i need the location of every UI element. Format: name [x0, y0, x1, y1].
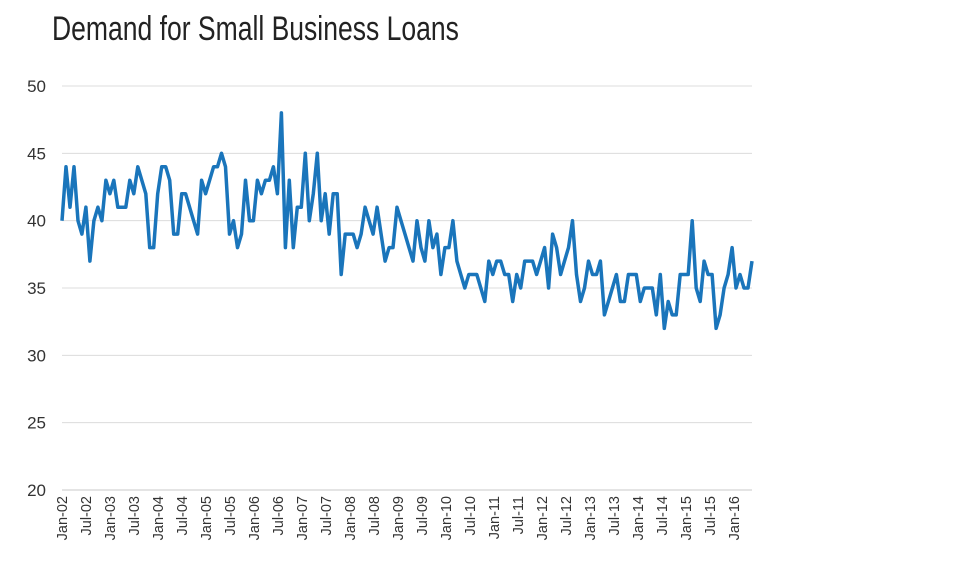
x-tick-label: Jul-15: [703, 496, 719, 536]
x-tick-label: Jul-03: [127, 496, 143, 536]
x-tick-label: Jul-14: [655, 496, 671, 536]
x-tick-label: Jan-09: [391, 496, 407, 540]
x-tick-label: Jan-10: [439, 496, 455, 540]
y-tick-label: 25: [27, 414, 46, 433]
y-tick-label: 30: [27, 346, 46, 365]
x-tick-label: Jul-02: [79, 496, 95, 536]
x-tick-label: Jul-04: [175, 496, 191, 536]
x-tick-label: Jan-07: [295, 496, 311, 540]
x-tick-label: Jan-13: [583, 496, 599, 540]
x-tick-label: Jul-13: [607, 496, 623, 536]
x-tick-label: Jan-12: [535, 496, 551, 540]
x-tick-label: Jan-02: [55, 496, 71, 540]
x-tick-label: Jul-05: [223, 496, 239, 536]
x-tick-label: Jan-08: [343, 496, 359, 540]
y-tick-label: 45: [27, 144, 46, 163]
y-tick-label: 40: [27, 212, 46, 231]
x-tick-label: Jan-11: [487, 496, 503, 539]
x-tick-label: Jan-04: [151, 496, 167, 540]
series-line: [60, 111, 754, 331]
x-tick-label: Jul-12: [559, 496, 575, 536]
y-tick-label: 20: [27, 481, 46, 500]
x-tick-label: Jul-09: [415, 496, 431, 536]
chart-title: Demand for Small Business Loans: [52, 10, 459, 48]
x-tick-label: Jan-14: [631, 496, 647, 540]
y-tick-label: 50: [27, 77, 46, 96]
x-tick-label: Jan-06: [247, 496, 263, 540]
x-tick-label: Jul-11: [511, 496, 527, 534]
x-tick-label: Jul-08: [367, 496, 383, 536]
x-tick-label: Jul-06: [271, 496, 287, 536]
x-tick-label: Jul-07: [319, 496, 335, 536]
x-tick-label: Jan-16: [727, 496, 743, 540]
x-tick-label: Jul-10: [463, 496, 479, 536]
y-tick-label: 35: [27, 279, 46, 298]
x-tick-label: Jan-15: [679, 496, 695, 540]
x-tick-label: Jan-05: [199, 496, 215, 540]
x-tick-label: Jan-03: [103, 496, 119, 540]
